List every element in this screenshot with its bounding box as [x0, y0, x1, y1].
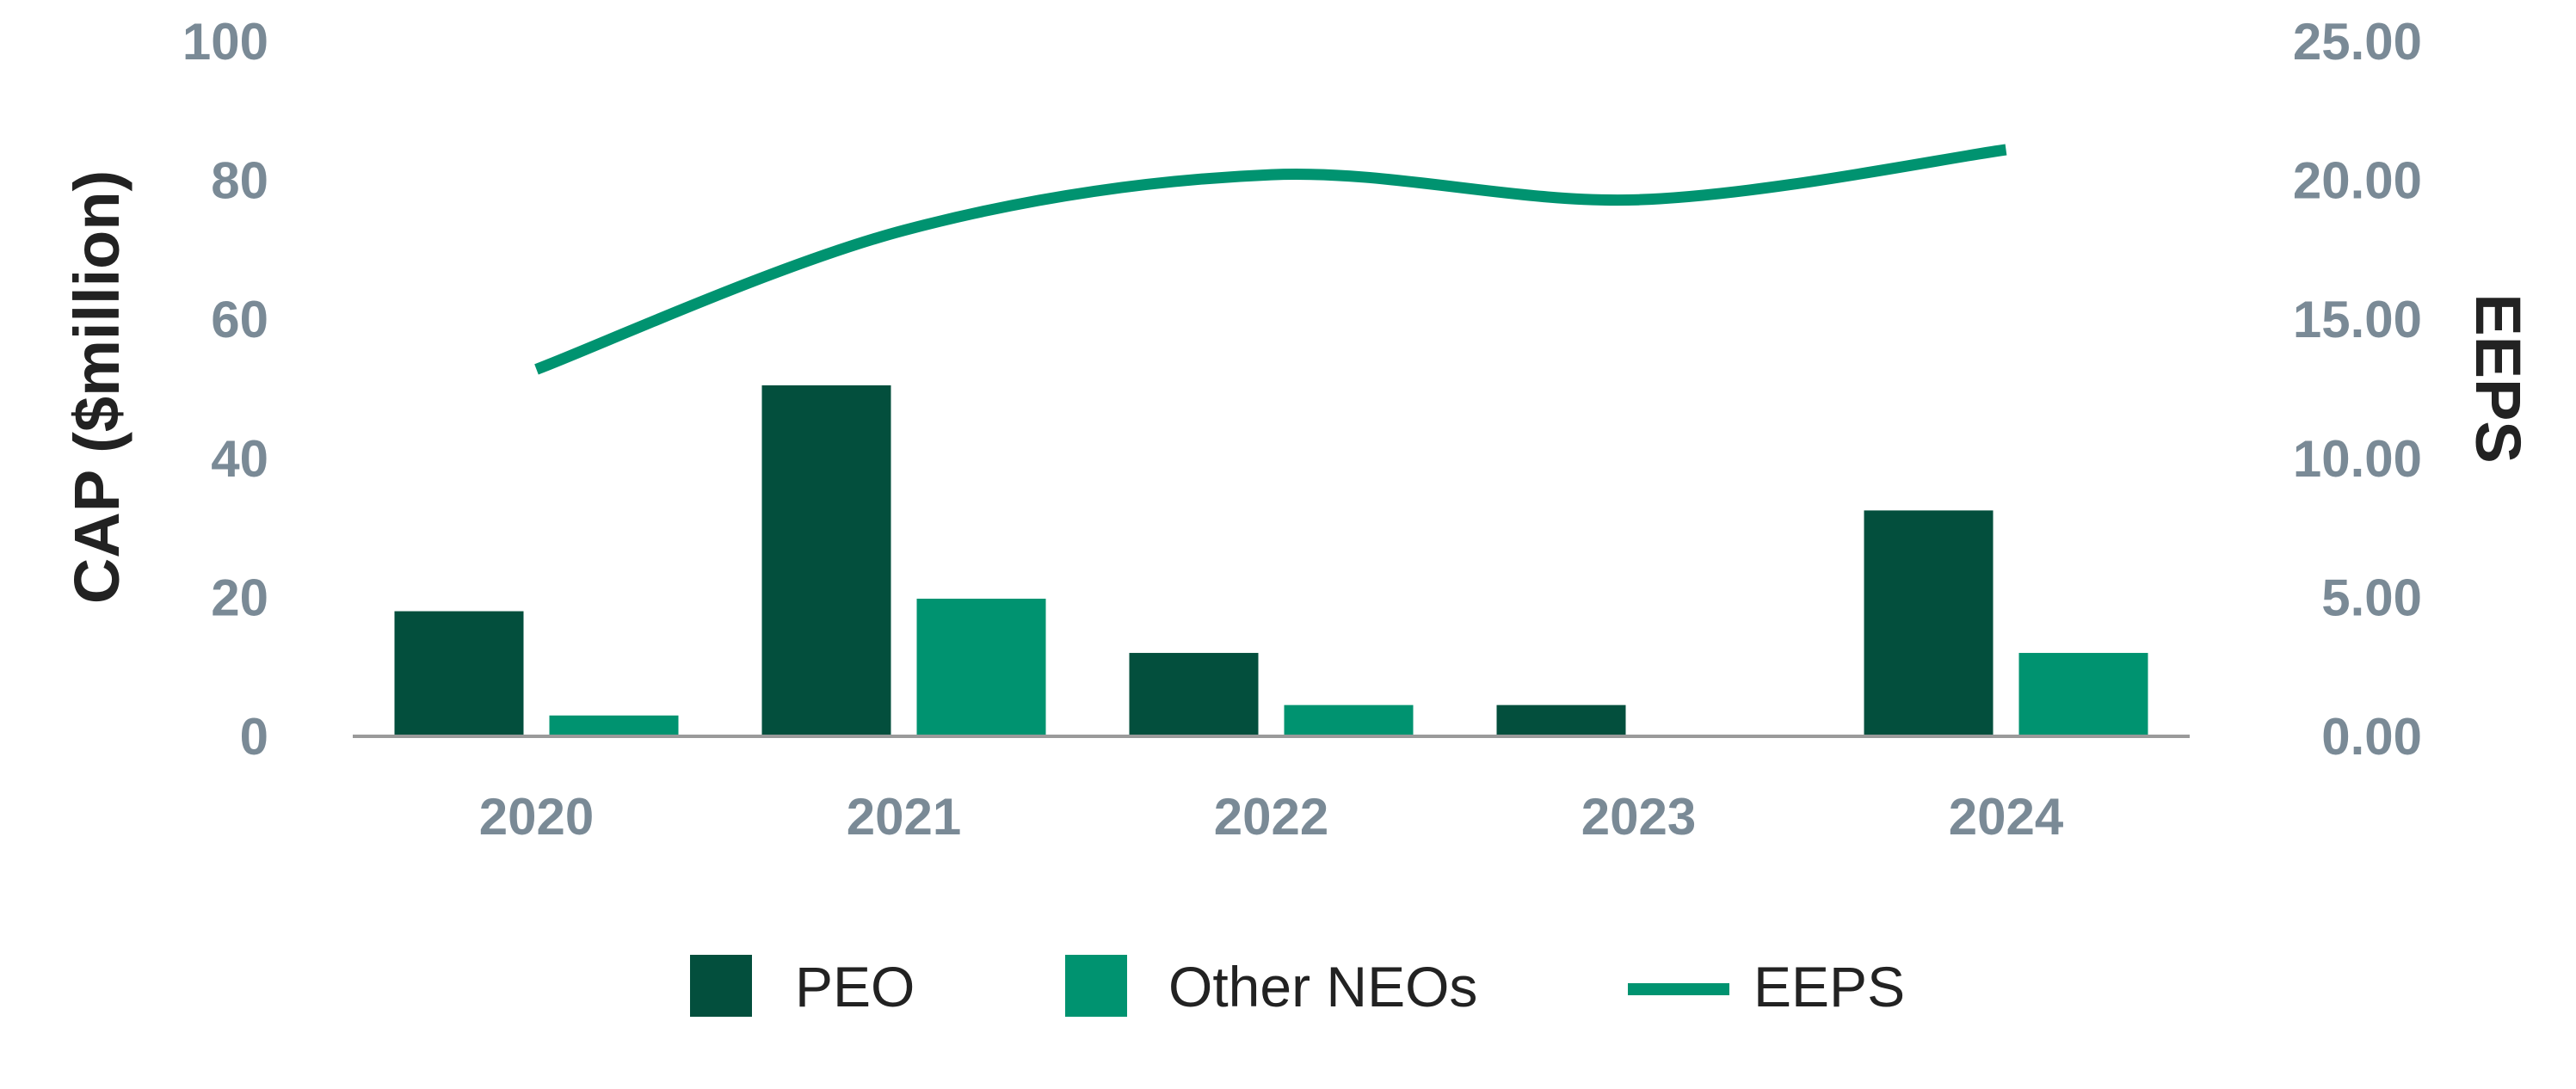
x-tick-label: 2020 [479, 788, 594, 846]
right-axis-title: EEPS [2462, 293, 2534, 463]
other-neos-bar [1284, 704, 1414, 736]
x-tick-label: 2024 [1949, 788, 2064, 846]
right-tick-label: 25.00 [2293, 13, 2422, 71]
legend-swatch-other-neos [1065, 955, 1127, 1017]
legend-swatch-peo [690, 955, 752, 1017]
right-axis-ticks: 0.00 5.00 10.00 15.00 20.00 25.00 [2293, 13, 2422, 766]
left-axis-title: CAP ($million) [61, 170, 132, 604]
left-tick-label: 40 [211, 430, 268, 488]
other-neos-bar [2018, 653, 2148, 736]
left-tick-label: 20 [211, 569, 268, 626]
x-tick-label: 2022 [1214, 788, 1328, 846]
peo-bar [1129, 653, 1259, 736]
legend-label-eeps: EEPS [1753, 955, 1905, 1018]
left-tick-label: 0 [240, 708, 268, 766]
legend: PEO Other NEOs EEPS [690, 955, 1905, 1018]
right-tick-label: 10.00 [2293, 430, 2422, 488]
left-tick-label: 60 [211, 291, 268, 348]
other-neos-bar [916, 599, 1046, 736]
left-tick-label: 80 [211, 152, 268, 210]
right-tick-label: 0.00 [2321, 708, 2422, 766]
x-tick-label: 2023 [1581, 788, 1696, 846]
peo-bar [1864, 510, 1994, 736]
peo-bar [761, 385, 891, 736]
peo-bar [1496, 704, 1626, 736]
peo-bar [394, 611, 524, 736]
eeps-line [534, 144, 2007, 375]
left-axis-ticks: 0 20 40 60 80 100 [182, 13, 268, 766]
x-axis-ticks: 2020 2021 2022 2023 2024 [479, 788, 2064, 846]
other-neos-bar [549, 715, 679, 736]
legend-label-peo: PEO [795, 955, 915, 1018]
right-tick-label: 15.00 [2293, 291, 2422, 348]
bars-group [394, 385, 2148, 736]
legend-label-other-neos: Other NEOs [1168, 955, 1477, 1018]
x-tick-label: 2021 [847, 788, 961, 846]
right-tick-label: 20.00 [2293, 152, 2422, 210]
left-tick-label: 100 [182, 13, 268, 71]
right-tick-label: 5.00 [2321, 569, 2422, 626]
